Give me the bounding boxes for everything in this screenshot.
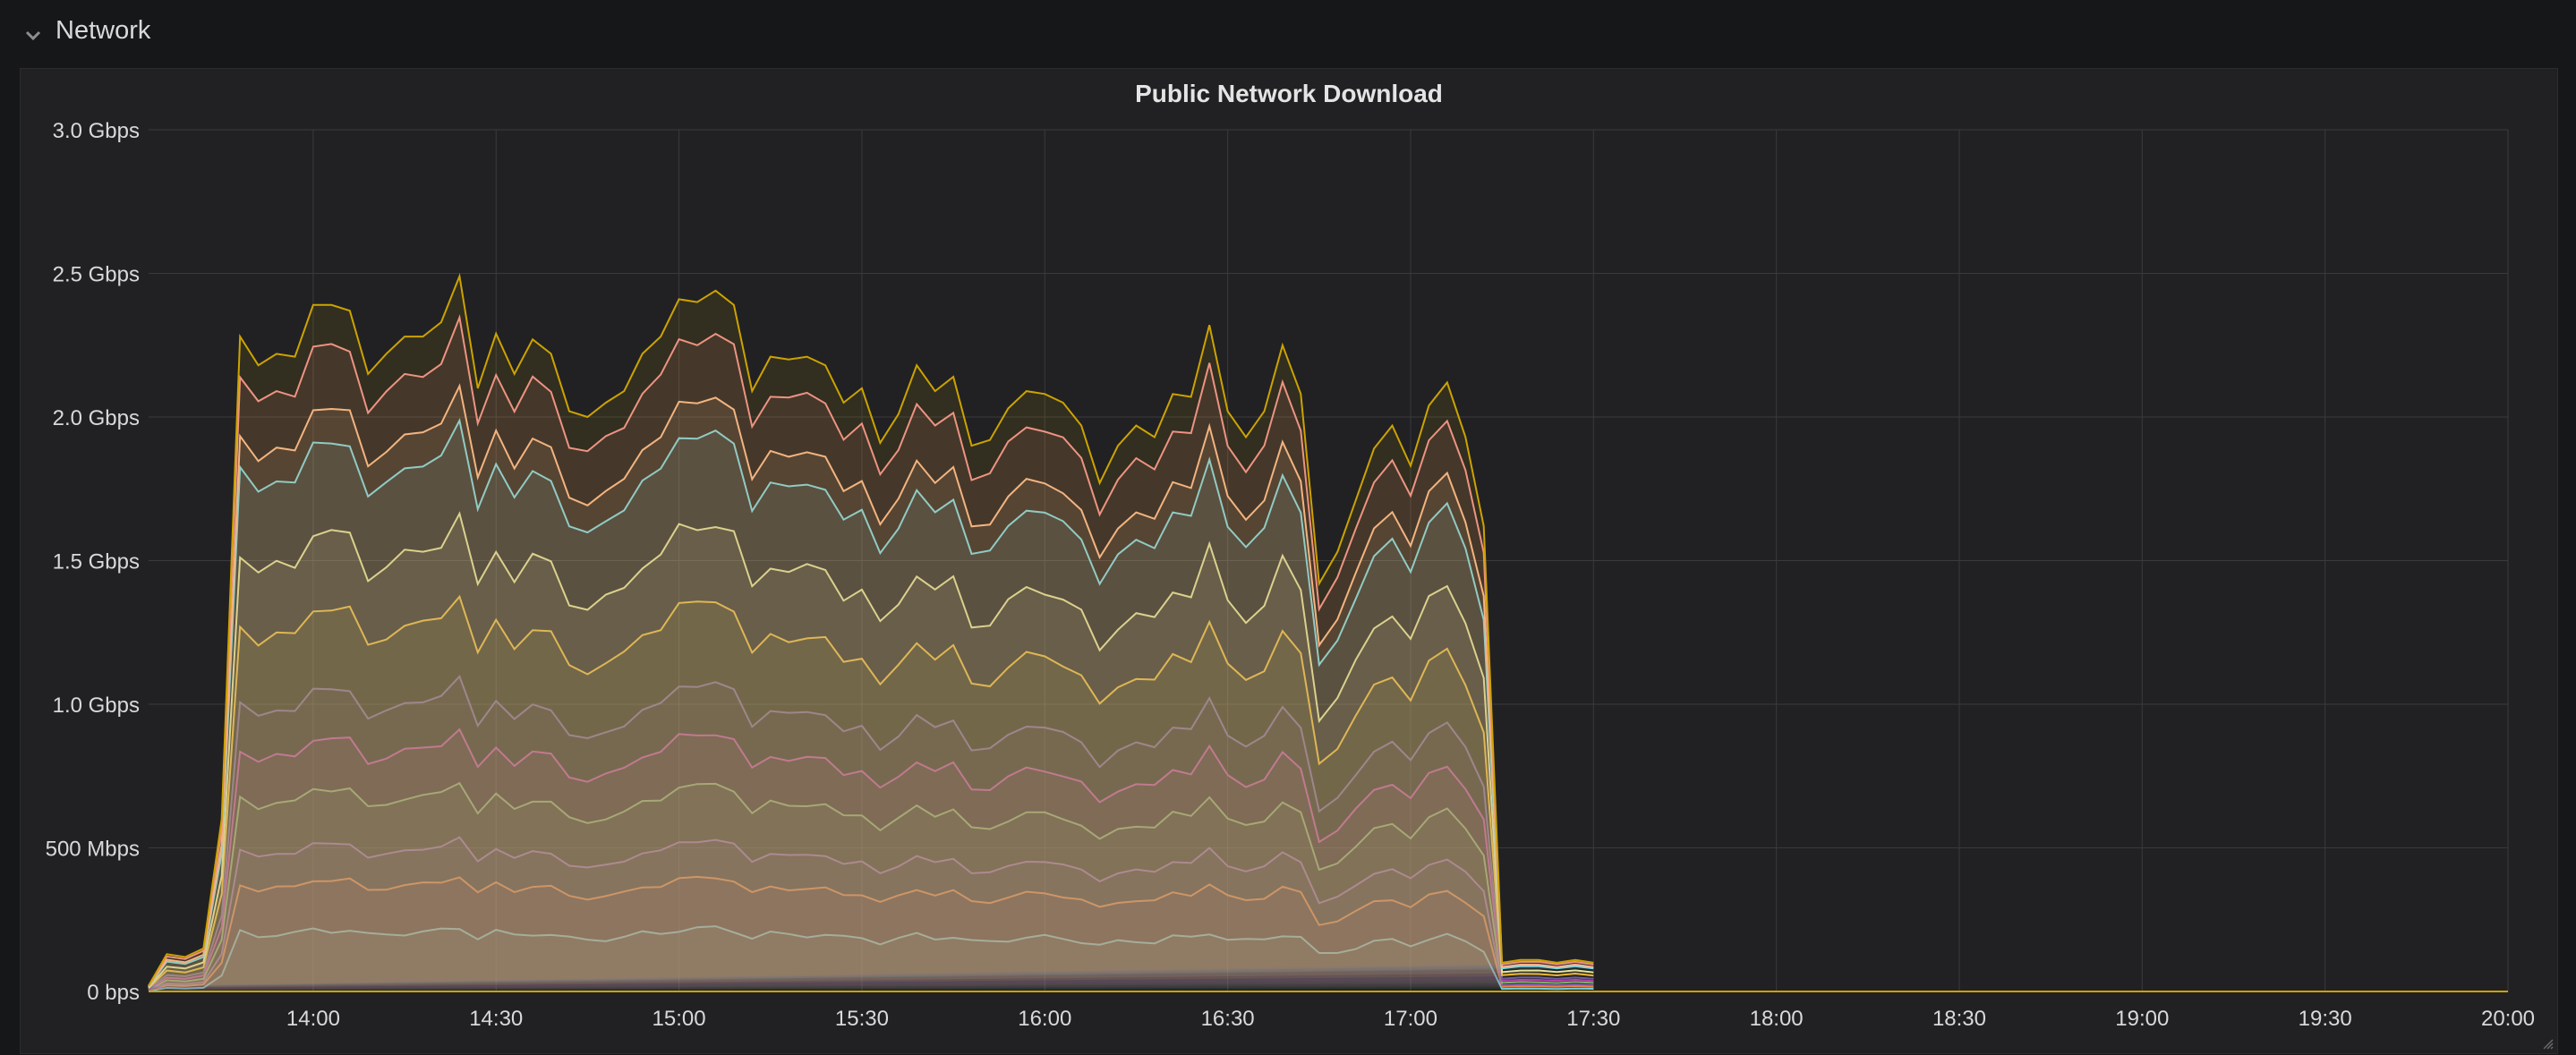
x-tick-label: 19:00 bbox=[2115, 1007, 2169, 1031]
series-line bbox=[148, 418, 1594, 988]
row-header[interactable]: Network bbox=[0, 0, 2576, 66]
x-tick-label: 20:00 bbox=[2481, 1007, 2535, 1031]
y-tick-label: 3.0 Gbps bbox=[53, 119, 140, 143]
row-title[interactable]: Network bbox=[55, 16, 151, 45]
chevron-down-icon[interactable] bbox=[23, 25, 43, 45]
series-line bbox=[148, 675, 1594, 990]
series-line bbox=[148, 836, 1594, 991]
x-tick-label: 18:30 bbox=[1932, 1007, 1986, 1031]
y-tick-label: 1.5 Gbps bbox=[53, 550, 140, 574]
series-area bbox=[149, 729, 1594, 990]
series-area bbox=[149, 421, 1594, 987]
y-tick-label: 500 Mbps bbox=[46, 838, 140, 862]
series-area bbox=[149, 317, 1594, 986]
series-line bbox=[148, 272, 1594, 987]
series-area bbox=[149, 386, 1594, 987]
series-area bbox=[149, 276, 1594, 986]
series-area bbox=[149, 926, 1594, 991]
y-tick-label: 0 bps bbox=[87, 981, 140, 1005]
x-tick-label: 19:30 bbox=[2299, 1007, 2352, 1031]
series-area bbox=[149, 596, 1594, 989]
panel-title[interactable]: Public Network Download bbox=[1135, 80, 1443, 107]
graph-panel: Public Network Download 0 bps 500 Mbps 1.0… bbox=[20, 68, 2558, 1054]
x-tick-label: 16:00 bbox=[1018, 1007, 1071, 1031]
x-tick-label: 15:30 bbox=[835, 1007, 889, 1031]
x-tick-label: 15:00 bbox=[653, 1007, 706, 1031]
series-line bbox=[148, 875, 1594, 991]
series-line bbox=[148, 727, 1594, 991]
series-line bbox=[148, 314, 1594, 987]
series-area bbox=[149, 676, 1594, 990]
series-area bbox=[149, 514, 1594, 988]
x-tick-label: 17:00 bbox=[1384, 1007, 1437, 1031]
series-area bbox=[149, 783, 1594, 991]
y-tick-label: 1.0 Gbps bbox=[53, 693, 140, 718]
x-tick-label: 14:00 bbox=[286, 1007, 340, 1031]
resize-handle-icon[interactable] bbox=[2541, 1037, 2554, 1050]
series-line bbox=[148, 511, 1594, 989]
series-line bbox=[148, 781, 1594, 991]
x-tick-label: 17:30 bbox=[1566, 1007, 1620, 1031]
y-tick-label: 2.0 Gbps bbox=[53, 406, 140, 430]
series-area bbox=[149, 837, 1594, 991]
series-line bbox=[148, 383, 1594, 988]
series-line bbox=[148, 594, 1594, 990]
series-line bbox=[148, 925, 1594, 992]
x-tick-label: 14:30 bbox=[469, 1007, 523, 1031]
x-tick-label: 16:30 bbox=[1201, 1007, 1255, 1031]
y-tick-label: 2.5 Gbps bbox=[53, 263, 140, 287]
series-area bbox=[149, 876, 1594, 991]
x-tick-label: 18:00 bbox=[1750, 1007, 1804, 1031]
chart: 0 bps 500 Mbps 1.0 Gbps 1.5 Gbps 2.0 Gbps 2.5… bbox=[46, 119, 2535, 1031]
